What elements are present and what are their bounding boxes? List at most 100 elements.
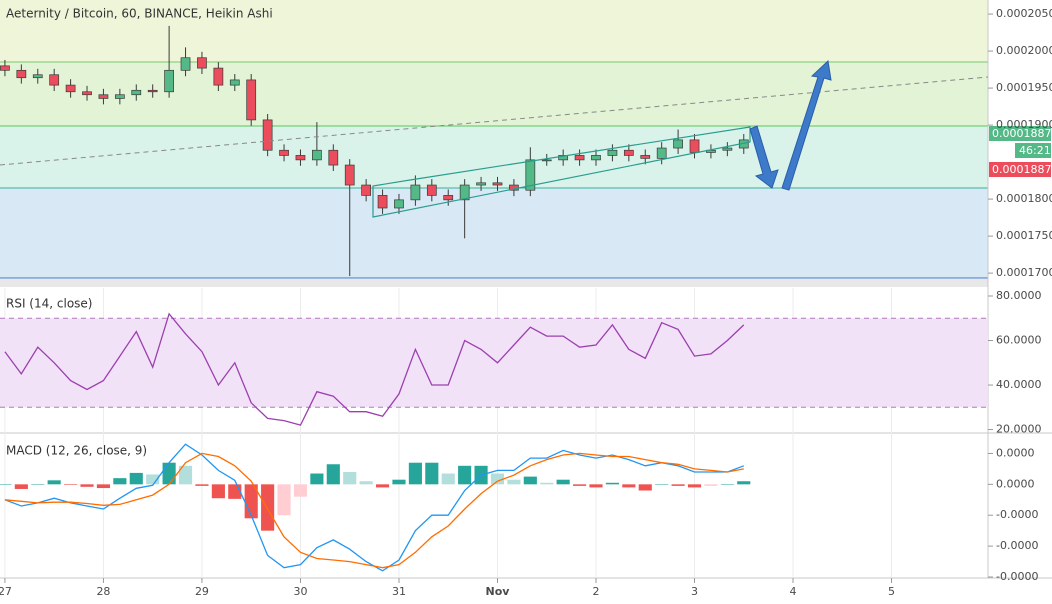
countdown-tag [1015, 143, 1051, 158]
histogram-bar [737, 481, 751, 485]
candle-body [722, 147, 733, 151]
y-tick-label: -0.0000 [996, 570, 1038, 583]
candle-body [377, 195, 388, 209]
histogram-bar [589, 484, 603, 488]
histogram-bar [277, 484, 291, 516]
price-tag [989, 126, 1051, 141]
histogram-bar [343, 471, 357, 485]
histogram-bar [687, 484, 702, 488]
candle-body [443, 195, 454, 201]
histogram-bar [64, 484, 78, 485]
x-tick-label: 3 [691, 585, 698, 598]
histogram-bar [638, 484, 652, 491]
histogram-bar [162, 462, 176, 485]
candle-body [623, 149, 634, 156]
histogram-bar [392, 479, 406, 485]
zone [0, 0, 988, 62]
candle-body [656, 147, 667, 159]
x-tick-label: 4 [790, 585, 797, 598]
candle-body [32, 74, 43, 79]
candle-body [312, 149, 322, 161]
candle-body [459, 184, 470, 201]
histogram-bar [293, 484, 308, 497]
y-tick-label: 0.0001750 [996, 229, 1052, 242]
x-tick-label: 5 [888, 585, 895, 598]
histogram-bar [540, 482, 554, 485]
candle-body [262, 119, 273, 151]
price-tag-label: 0.0001887 [992, 163, 1052, 176]
zone [0, 62, 988, 126]
histogram-bar [671, 484, 685, 486]
macd-line [4, 452, 744, 569]
histogram-bar [720, 484, 734, 485]
candle-body [147, 89, 158, 93]
y-tick-label: 20.0000 [996, 423, 1042, 436]
candle-body [525, 159, 536, 191]
candle-body [279, 149, 289, 156]
rsi-title: RSI (14, close) [6, 297, 92, 311]
candle-body [558, 155, 569, 161]
candle-body [541, 159, 552, 162]
histogram-bar [704, 484, 718, 486]
candle-body [476, 182, 486, 186]
candle-body [492, 182, 503, 186]
candle-body [229, 79, 240, 86]
zone [0, 188, 988, 278]
histogram-bar [458, 465, 472, 485]
histogram-bar [523, 476, 537, 485]
x-tick-label: 31 [392, 585, 406, 598]
y-tick-label: -0.0000 [996, 539, 1038, 552]
pane-separator [0, 279, 988, 287]
histogram-bar [244, 484, 258, 519]
candle-body [426, 184, 437, 196]
y-tick-label: 0.0001900 [996, 118, 1052, 131]
candle-body [328, 149, 339, 166]
histogram-bar [326, 464, 340, 485]
candle-body [673, 139, 683, 149]
histogram-bar [622, 484, 636, 488]
x-tick-label: 27 [0, 585, 12, 598]
candle-body [16, 69, 27, 79]
candle-body [213, 67, 224, 86]
y-tick-label: 0.0001800 [996, 192, 1052, 205]
histogram-bar [0, 484, 12, 485]
histogram-bar [408, 462, 422, 485]
candle-body [410, 184, 421, 201]
histogram-bar [211, 484, 225, 499]
x-tick-label: 28 [96, 585, 110, 598]
candle-body [49, 74, 60, 86]
y-tick-label: 0.0002000 [996, 44, 1052, 57]
candle-body [689, 139, 700, 153]
x-tick-label: 2 [593, 585, 600, 598]
histogram-bar [129, 472, 143, 485]
candle-body [98, 94, 109, 99]
candle-body [607, 149, 618, 156]
price-tag-label: 0.0001887 [992, 127, 1052, 140]
y-tick-label: 40.0000 [996, 378, 1042, 391]
arrow-up [781, 59, 832, 191]
histogram-bar [441, 473, 455, 485]
histogram-bar [573, 484, 587, 486]
marks [0, 25, 751, 572]
histogram-bar [261, 484, 275, 531]
countdown-label: 46:21 [1019, 144, 1051, 157]
candle-body [131, 89, 142, 96]
candle-body [344, 164, 355, 186]
histogram-bar [80, 484, 94, 487]
candle-body [82, 91, 92, 96]
candle-body [114, 94, 125, 99]
candle-body [574, 155, 585, 161]
x-tick-label: 30 [293, 585, 307, 598]
histogram-bar [96, 484, 111, 489]
y-tick-label: 60.0000 [996, 334, 1042, 347]
y-tick-label: 0.0000 [996, 446, 1035, 459]
histogram-bar [228, 484, 242, 499]
histogram-bar [490, 473, 505, 485]
rsi-line [4, 312, 745, 426]
histogram-bar [425, 462, 439, 485]
candle-body [295, 155, 306, 161]
histogram-bar [195, 484, 209, 486]
candle-body [591, 155, 601, 161]
